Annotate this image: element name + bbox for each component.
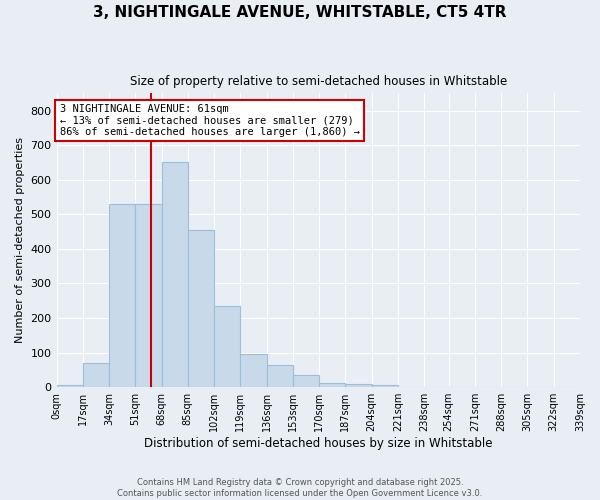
Bar [240, 354, 266, 387]
Text: 3, NIGHTINGALE AVENUE, WHITSTABLE, CT5 4TR: 3, NIGHTINGALE AVENUE, WHITSTABLE, CT5 4… [93, 5, 507, 20]
Bar [293, 375, 319, 387]
Bar [188, 230, 214, 387]
Bar [371, 385, 398, 387]
X-axis label: Distribution of semi-detached houses by size in Whitstable: Distribution of semi-detached houses by … [144, 437, 493, 450]
Bar [214, 306, 240, 387]
Bar [109, 204, 135, 387]
Title: Size of property relative to semi-detached houses in Whitstable: Size of property relative to semi-detach… [130, 75, 507, 88]
Text: 3 NIGHTINGALE AVENUE: 61sqm
← 13% of semi-detached houses are smaller (279)
86% : 3 NIGHTINGALE AVENUE: 61sqm ← 13% of sem… [59, 104, 359, 137]
Bar [83, 363, 109, 387]
Bar [319, 383, 345, 387]
Bar [345, 384, 371, 387]
Text: Contains HM Land Registry data © Crown copyright and database right 2025.
Contai: Contains HM Land Registry data © Crown c… [118, 478, 482, 498]
Bar [56, 386, 83, 387]
Bar [266, 364, 293, 387]
Y-axis label: Number of semi-detached properties: Number of semi-detached properties [15, 138, 25, 344]
Bar [161, 162, 188, 387]
Bar [135, 204, 161, 387]
